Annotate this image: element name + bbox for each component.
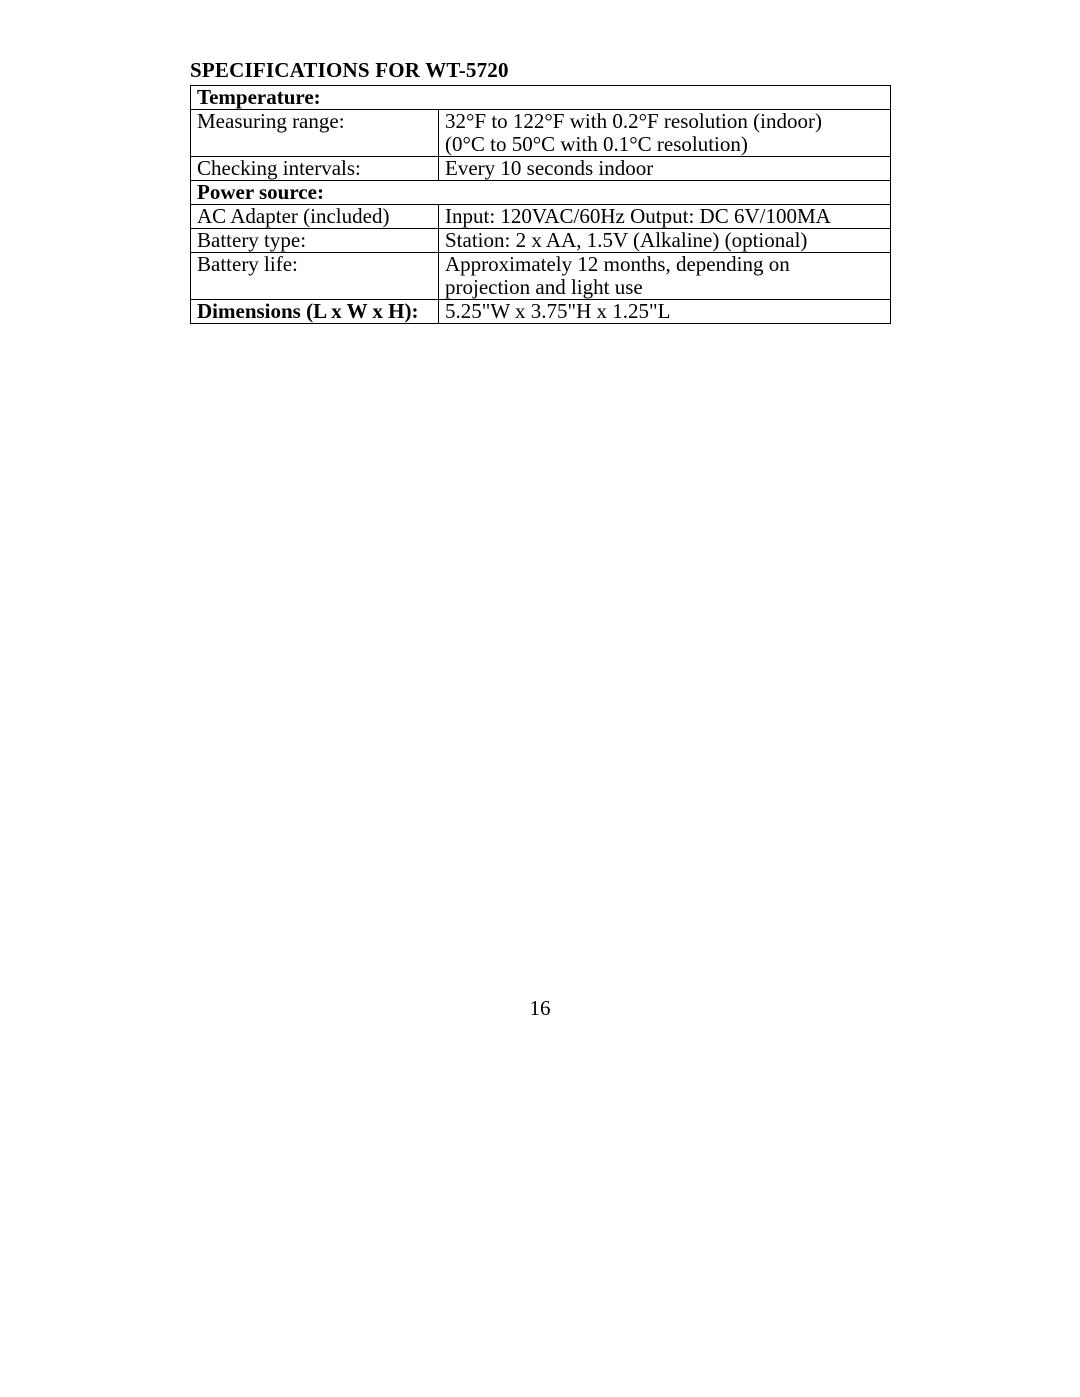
cell-value: Station: 2 x AA, 1.5V (Alkaline) (option… xyxy=(439,229,891,253)
table-row: AC Adapter (included) Input: 120VAC/60Hz… xyxy=(191,205,891,229)
cell-value-line: projection and light use xyxy=(445,275,643,299)
cell-label-dimensions: Dimensions (L x W x H): xyxy=(191,300,439,324)
cell-value: Input: 120VAC/60Hz Output: DC 6V/100MA xyxy=(439,205,891,229)
cell-label: Battery type: xyxy=(191,229,439,253)
page-title: SPECIFICATIONS FOR WT-5720 xyxy=(190,58,890,83)
cell-value-line: (0°C to 50°C with 0.1°C resolution) xyxy=(445,132,748,156)
document-page: SPECIFICATIONS FOR WT-5720 Temperature: … xyxy=(0,0,1080,1397)
cell-value: Approximately 12 months, depending on pr… xyxy=(439,253,891,300)
table-row: Battery life: Approximately 12 months, d… xyxy=(191,253,891,300)
cell-label: Checking intervals: xyxy=(191,157,439,181)
cell-value-line: 32°F to 122°F with 0.2°F resolution (ind… xyxy=(445,109,822,133)
specifications-table: Temperature: Measuring range: 32°F to 12… xyxy=(190,85,891,324)
cell-value: Every 10 seconds indoor xyxy=(439,157,891,181)
cell-label: Battery life: xyxy=(191,253,439,300)
table-row: Temperature: xyxy=(191,86,891,110)
cell-label: AC Adapter (included) xyxy=(191,205,439,229)
page-number: 16 xyxy=(0,996,1080,1021)
table-row: Dimensions (L x W x H): 5.25"W x 3.75"H … xyxy=(191,300,891,324)
table-row: Checking intervals: Every 10 seconds ind… xyxy=(191,157,891,181)
cell-value: 32°F to 122°F with 0.2°F resolution (ind… xyxy=(439,110,891,157)
cell-value-line: Approximately 12 months, depending on xyxy=(445,252,790,276)
cell-value: 5.25"W x 3.75"H x 1.25"L xyxy=(439,300,891,324)
cell-label: Measuring range: xyxy=(191,110,439,157)
table-row: Battery type: Station: 2 x AA, 1.5V (Alk… xyxy=(191,229,891,253)
table-row: Measuring range: 32°F to 122°F with 0.2°… xyxy=(191,110,891,157)
table-row: Power source: xyxy=(191,181,891,205)
section-header-temperature: Temperature: xyxy=(191,86,891,110)
section-header-power-source: Power source: xyxy=(191,181,891,205)
content-area: SPECIFICATIONS FOR WT-5720 Temperature: … xyxy=(190,58,890,324)
